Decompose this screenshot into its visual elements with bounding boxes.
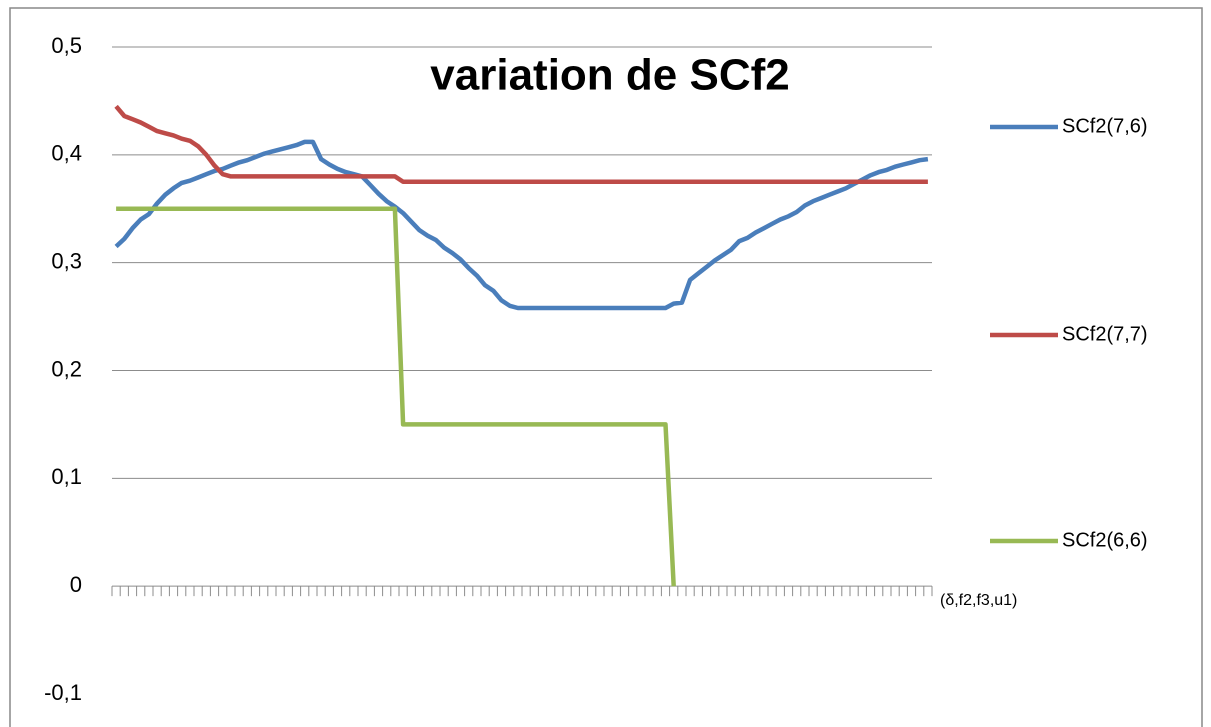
legend-label: SCf2(7,6) (1062, 115, 1148, 137)
y-tick-label: 0,2 (51, 356, 82, 381)
y-tick-label: 0,3 (51, 248, 82, 273)
y-tick-label: -0,1 (44, 680, 82, 705)
x-axis-label: (δ,f2,f3,u1) (940, 592, 1017, 609)
legend-label: SCf2(7,7) (1062, 323, 1148, 345)
series-line (114, 104, 928, 185)
chart-title: variation de SCf2 (430, 51, 789, 100)
series-line (116, 206, 676, 587)
y-tick-label: 0,5 (51, 33, 82, 58)
y-tick-label: 0 (70, 572, 82, 597)
y-tick-label: 0,1 (51, 464, 82, 489)
y-tick-label: 0,4 (51, 141, 82, 166)
legend-label: SCf2(6,6) (1062, 529, 1148, 551)
series-line (114, 139, 929, 311)
chart-frame (9, 7, 1203, 727)
